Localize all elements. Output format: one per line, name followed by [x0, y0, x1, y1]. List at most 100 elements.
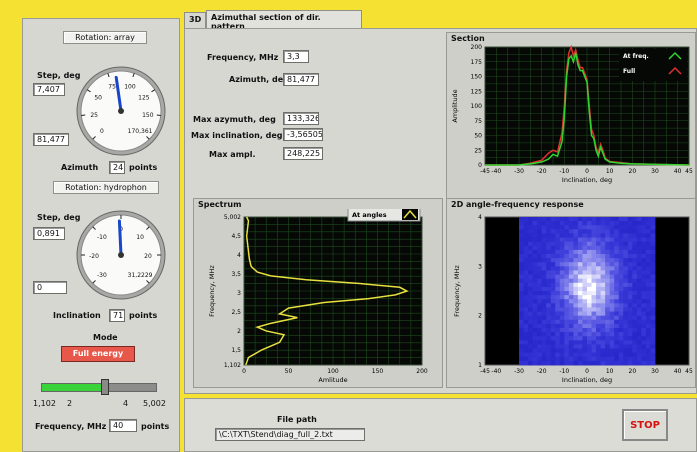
heatmap-cell [627, 311, 633, 317]
azimuth-points-input[interactable]: 24 [109, 161, 125, 174]
heatmap-cell [641, 295, 647, 300]
heatmap-cell [641, 311, 647, 317]
heatmap-cell [650, 299, 656, 304]
heatmap-xtick: -40 [491, 368, 501, 375]
frequency-slider[interactable] [41, 379, 157, 395]
spectrum-xtick: 50 [285, 368, 293, 375]
heatmap-cell [559, 278, 565, 284]
full-energy-button[interactable]: Full energy [61, 346, 135, 362]
gauge-tick [92, 226, 96, 230]
tab-azimuthal-section[interactable]: Azimuthal section of dir. pattern [206, 10, 362, 31]
heatmap-cell [582, 221, 588, 226]
spectrum-xtick: 200 [416, 368, 428, 375]
heatmap-cell [650, 360, 656, 366]
heatmap-cell [636, 340, 642, 345]
heatmap-cell [519, 278, 524, 284]
file-path-input[interactable]: \C:\TXT\Stend\diag_full_2.txt [215, 428, 365, 441]
heatmap-ytick: 1 [478, 362, 482, 369]
max-inclination-label: Max inclination, deg [191, 131, 283, 140]
heatmap-cell [632, 245, 638, 251]
heatmap-cell [537, 229, 543, 234]
heatmap-cell [591, 307, 597, 312]
heatmap-cell [587, 262, 592, 267]
stop-button[interactable]: STOP [622, 409, 668, 441]
tab-3d[interactable]: 3D [184, 12, 206, 28]
heatmap-cell [605, 266, 611, 271]
heatmap-cell [614, 286, 620, 292]
heatmap-cell [582, 348, 588, 354]
heatmap-cell [532, 323, 538, 329]
heatmap-cell [541, 221, 547, 226]
inclination-input[interactable]: 0 [33, 281, 67, 294]
heatmap-cell [537, 278, 543, 284]
inclination-gauge[interactable]: -30-20-100102031,2229 [71, 205, 171, 305]
heatmap-cell [546, 360, 552, 366]
heatmap-cell [618, 229, 624, 234]
heatmap-cell [532, 254, 538, 259]
heatmap-cell [605, 270, 611, 275]
heatmap-cell [632, 299, 638, 304]
rotation-hydrophon-button[interactable]: Rotation: hydrophon [53, 181, 159, 194]
heatmap-cell [596, 299, 601, 304]
azimuth-input[interactable]: 81,477 [33, 133, 69, 146]
heatmap-cell [641, 217, 647, 222]
heatmap-cell [627, 278, 633, 284]
heatmap-cell [645, 225, 651, 230]
step-input-2[interactable]: 0,891 [33, 227, 65, 240]
heatmap-cell [605, 328, 611, 333]
heatmap-cell [528, 303, 533, 308]
heatmap-cell [618, 266, 624, 271]
heatmap-cell [605, 295, 611, 300]
heatmap-cell [523, 340, 529, 345]
frequency-points-input[interactable]: 40 [109, 419, 137, 432]
heatmap-cell [541, 217, 547, 222]
heatmap-cell [650, 336, 656, 341]
heatmap-cell [546, 237, 552, 243]
frequency-slider-thumb[interactable] [100, 379, 109, 395]
heatmap-cell [600, 360, 606, 366]
heatmap-cell [623, 291, 629, 296]
heatmap-cell [641, 225, 647, 230]
heatmap-cell [641, 245, 647, 251]
heatmap-cell [559, 348, 565, 354]
spectrum-ytick: 1,102 [224, 362, 241, 369]
heatmap-cell [591, 217, 597, 222]
heatmap-cell [577, 262, 583, 267]
heatmap-cell [568, 229, 574, 234]
heatmap-cell [623, 311, 629, 317]
heatmap-cell [636, 295, 642, 300]
heatmap-cell [623, 270, 629, 275]
inclination-points-input[interactable]: 71 [109, 309, 125, 322]
heatmap-cell [577, 332, 583, 337]
heatmap-cell [528, 237, 533, 243]
gauge-tick [107, 73, 110, 78]
heatmap-cell [650, 315, 656, 321]
gauge-tick-label: -20 [89, 253, 99, 260]
heatmap-cell [568, 340, 574, 345]
heatmap-cell [632, 270, 638, 275]
heatmap-cell [528, 307, 533, 312]
gauge-tick [146, 136, 150, 140]
heatmap-cell [528, 311, 533, 317]
heatmap-cell [523, 303, 529, 308]
heatmap-cell [645, 307, 651, 312]
heatmap-cell [573, 360, 579, 366]
heatmap-cell [627, 348, 633, 354]
heatmap-cell [636, 245, 642, 251]
heatmap-cell [577, 254, 583, 259]
heatmap-cell [537, 295, 543, 300]
heatmap-cell [541, 229, 547, 234]
rotation-array-button[interactable]: Rotation: array [63, 31, 147, 44]
heatmap-cell [587, 258, 592, 263]
heatmap-cell [636, 233, 642, 238]
heatmap-cell [596, 233, 601, 238]
heatmap-cell [523, 274, 529, 280]
heatmap-cell [636, 221, 642, 226]
heatmap-cell [618, 274, 624, 280]
heatmap-cell [573, 336, 579, 341]
heatmap-cell [632, 315, 638, 321]
step-input-1[interactable]: 7,407 [33, 83, 65, 96]
heatmap-cell [609, 225, 615, 230]
heatmap-cell [573, 286, 579, 292]
